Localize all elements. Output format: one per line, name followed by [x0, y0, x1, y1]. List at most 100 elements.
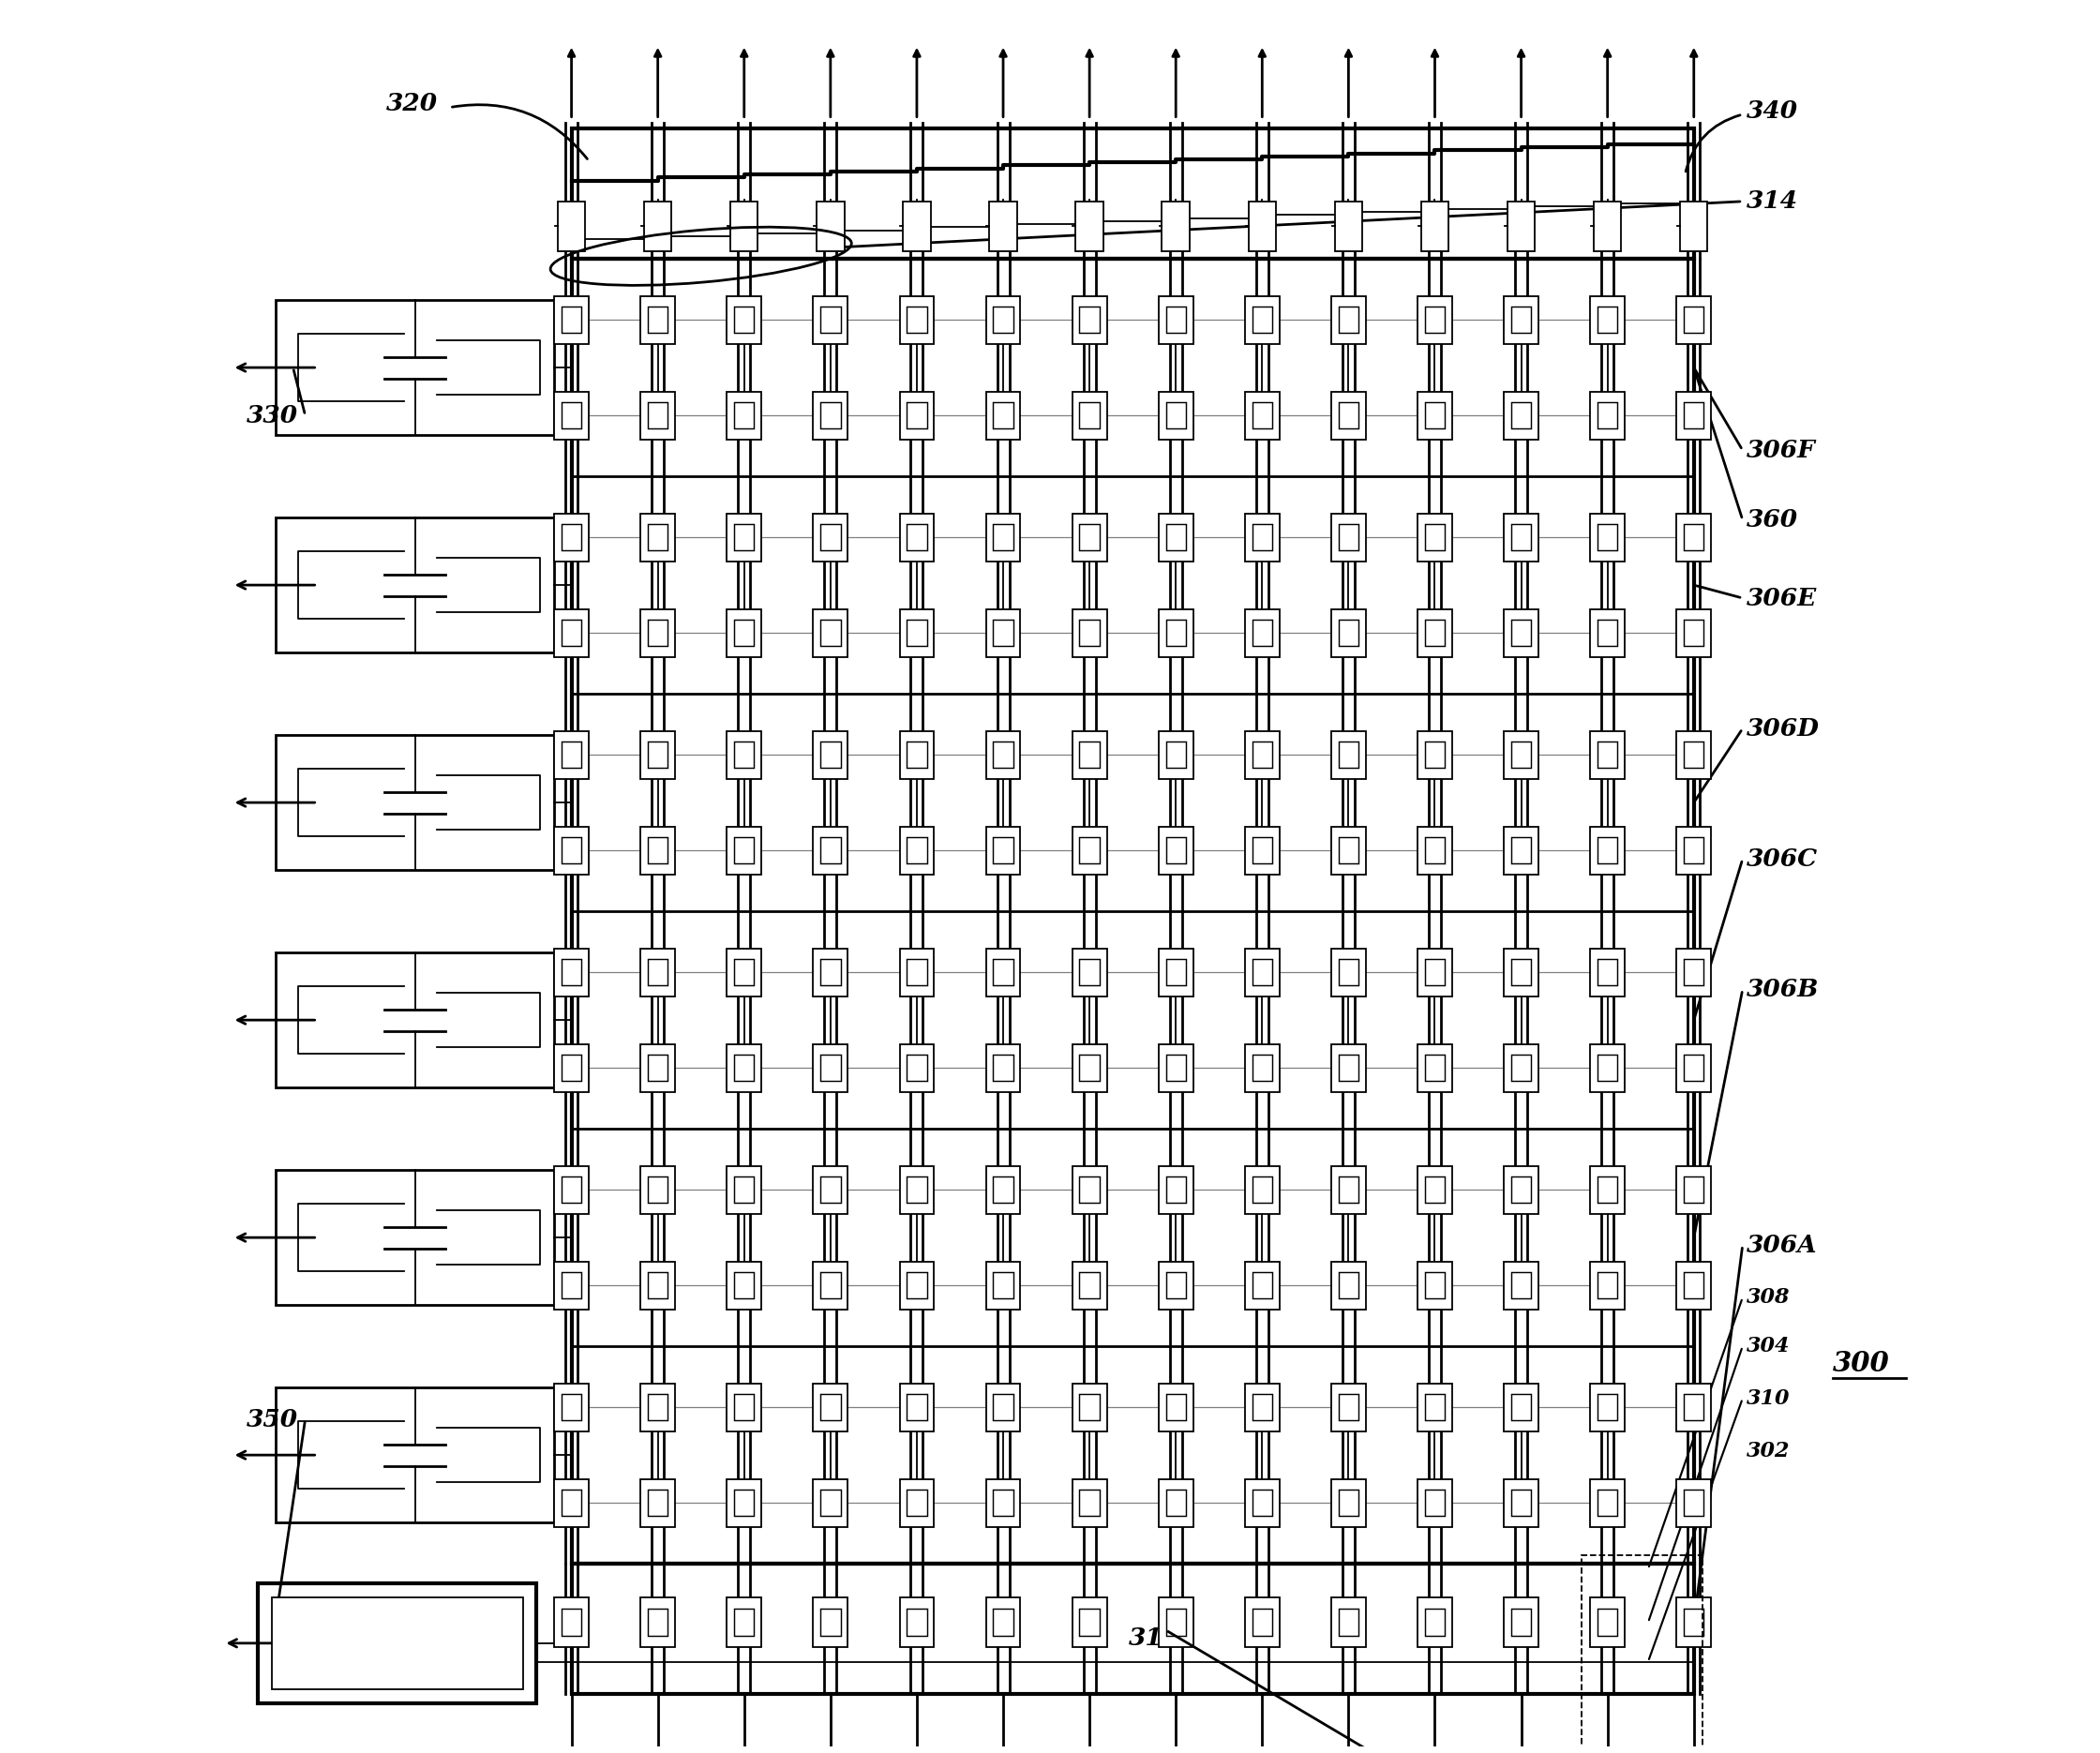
Text: 312: 312	[1128, 1627, 1180, 1650]
Bar	[735, 1055, 754, 1082]
Bar	[1252, 742, 1273, 768]
Bar	[640, 296, 674, 344]
Bar	[1159, 731, 1193, 778]
Bar	[561, 621, 582, 647]
Bar	[907, 1490, 926, 1516]
Bar	[907, 959, 926, 985]
Bar	[813, 948, 848, 996]
Bar	[993, 1055, 1012, 1082]
Bar	[647, 524, 668, 550]
Bar	[1073, 1383, 1107, 1430]
Bar	[1424, 1273, 1445, 1299]
Text: 306D: 306D	[1745, 717, 1819, 740]
Bar	[647, 742, 668, 768]
Bar	[1075, 202, 1103, 251]
Bar	[813, 1262, 848, 1309]
Bar	[1418, 1262, 1451, 1309]
Bar	[554, 1045, 588, 1092]
Bar	[813, 1045, 848, 1092]
Bar	[1684, 838, 1703, 864]
Bar	[1418, 514, 1451, 561]
Bar	[647, 1176, 668, 1203]
Bar	[1245, 296, 1279, 344]
Bar	[727, 1166, 762, 1213]
Bar	[1676, 296, 1711, 344]
Bar	[1504, 826, 1539, 875]
Text: 340: 340	[1745, 100, 1798, 123]
Bar	[1338, 742, 1359, 768]
Bar	[647, 401, 668, 428]
Bar	[735, 401, 754, 428]
Bar	[1424, 401, 1445, 428]
Bar	[561, 1394, 582, 1420]
Bar	[1166, 524, 1186, 550]
Bar	[647, 1490, 668, 1516]
Bar	[647, 1609, 668, 1636]
Bar	[899, 514, 935, 561]
Bar	[735, 959, 754, 985]
Bar	[1252, 621, 1273, 647]
Bar	[1512, 1273, 1531, 1299]
Bar	[1166, 742, 1186, 768]
Text: 308: 308	[1745, 1287, 1789, 1308]
Bar	[1331, 514, 1365, 561]
Bar	[735, 1273, 754, 1299]
Bar	[1252, 307, 1273, 333]
Bar	[1338, 1490, 1359, 1516]
Bar	[1166, 1394, 1186, 1420]
Text: 306E: 306E	[1745, 587, 1816, 610]
Bar	[735, 307, 754, 333]
Bar	[1504, 1262, 1539, 1309]
Bar	[1590, 1045, 1625, 1092]
Bar	[985, 1045, 1021, 1092]
Bar	[1684, 1273, 1703, 1299]
Bar	[989, 202, 1016, 251]
Bar	[1598, 838, 1617, 864]
Bar	[1598, 1273, 1617, 1299]
Bar	[735, 838, 754, 864]
Bar	[1590, 1166, 1625, 1213]
Bar	[640, 1480, 674, 1527]
Bar	[985, 1166, 1021, 1213]
Bar	[1073, 1045, 1107, 1092]
Bar	[1512, 524, 1531, 550]
Bar	[1245, 514, 1279, 561]
Bar	[985, 1480, 1021, 1527]
Bar	[1424, 307, 1445, 333]
Bar	[1504, 731, 1539, 778]
Bar	[1676, 731, 1711, 778]
Bar	[735, 1176, 754, 1203]
Bar	[1338, 621, 1359, 647]
Bar	[899, 948, 935, 996]
Bar	[554, 391, 588, 440]
Bar	[985, 948, 1021, 996]
Bar	[907, 621, 926, 647]
Bar	[1079, 959, 1100, 985]
Bar	[1159, 296, 1193, 344]
Bar	[1590, 514, 1625, 561]
Bar	[1512, 1176, 1531, 1203]
Text: 306B: 306B	[1745, 978, 1819, 1001]
Bar	[559, 202, 586, 251]
Bar	[1684, 959, 1703, 985]
Bar	[1161, 202, 1189, 251]
Bar	[561, 524, 582, 550]
Bar	[907, 838, 926, 864]
Bar	[640, 514, 674, 561]
Bar	[1252, 1176, 1273, 1203]
Bar	[1159, 948, 1193, 996]
Bar	[821, 1055, 840, 1082]
Bar	[561, 401, 582, 428]
Bar	[1245, 1045, 1279, 1092]
Bar	[993, 1394, 1012, 1420]
Bar	[899, 608, 935, 657]
Bar	[561, 1273, 582, 1299]
Bar	[1504, 296, 1539, 344]
Bar	[1252, 838, 1273, 864]
Bar	[554, 1166, 588, 1213]
Bar	[647, 621, 668, 647]
Bar	[1159, 1045, 1193, 1092]
Bar	[1245, 1262, 1279, 1309]
Bar	[735, 1394, 754, 1420]
Bar	[1079, 838, 1100, 864]
